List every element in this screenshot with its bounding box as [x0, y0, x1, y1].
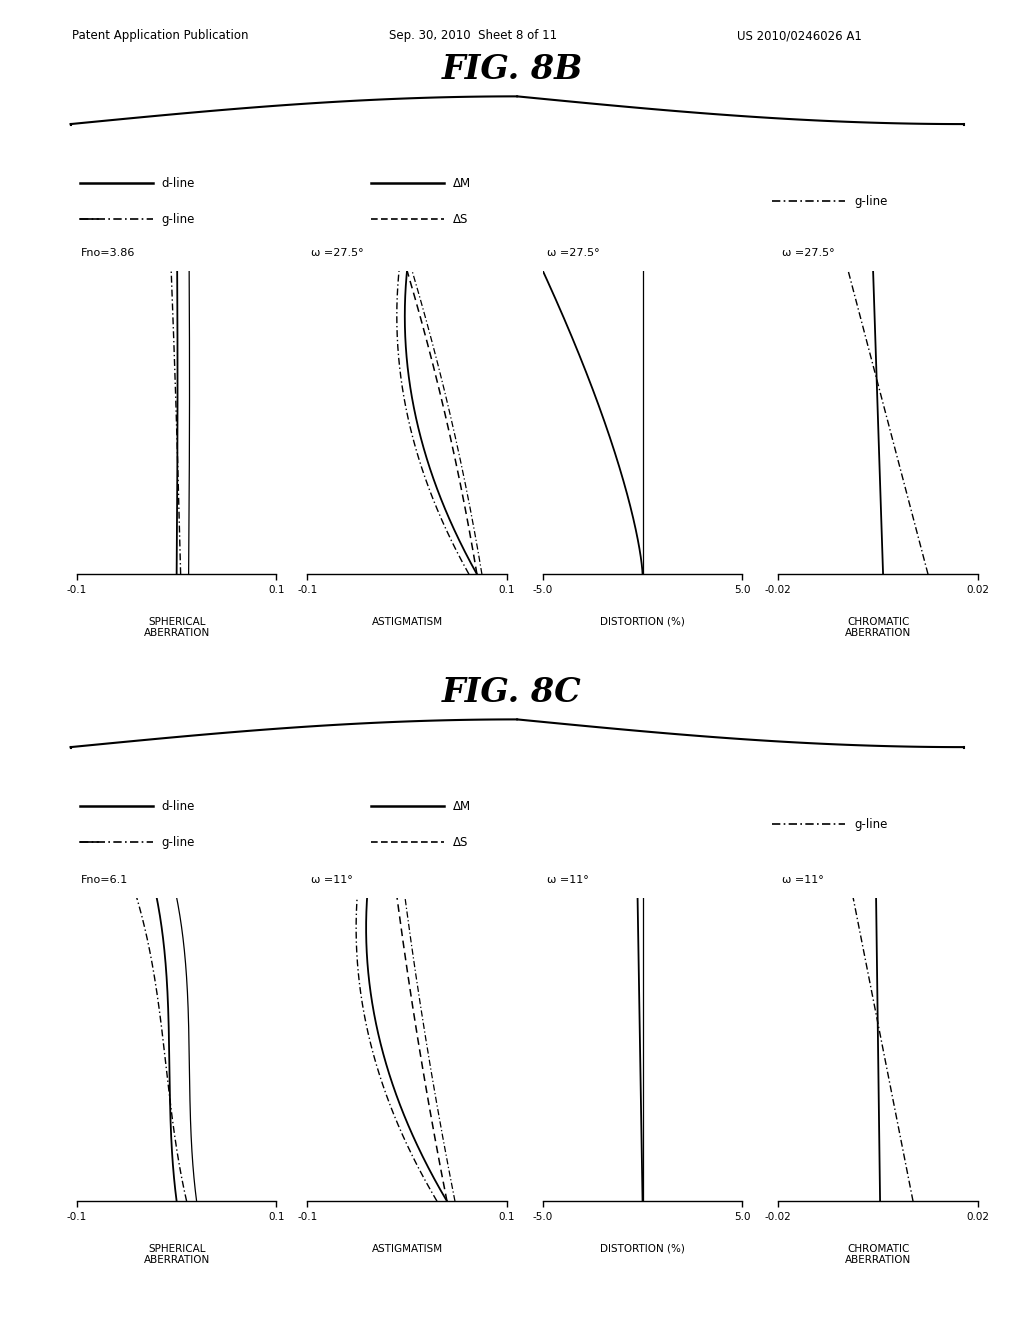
Text: g-line: g-line [854, 195, 888, 207]
Text: g-line: g-line [162, 213, 195, 226]
Text: g-line: g-line [162, 836, 195, 849]
Text: FIG. 8B: FIG. 8B [441, 53, 583, 86]
Text: Fno=3.86: Fno=3.86 [81, 248, 135, 259]
Text: g-line: g-line [854, 818, 888, 830]
Text: ω =11°: ω =11° [782, 875, 824, 886]
Text: DISTORTION (%): DISTORTION (%) [600, 1243, 685, 1254]
Text: CHROMATIC
ABERRATION: CHROMATIC ABERRATION [845, 616, 911, 639]
Text: DISTORTION (%): DISTORTION (%) [600, 616, 685, 627]
Text: FIG. 8C: FIG. 8C [442, 676, 582, 709]
Text: CHROMATIC
ABERRATION: CHROMATIC ABERRATION [845, 1243, 911, 1266]
Text: ω =27.5°: ω =27.5° [782, 248, 835, 259]
Text: SPHERICAL
ABERRATION: SPHERICAL ABERRATION [143, 616, 210, 639]
Text: Patent Application Publication: Patent Application Publication [72, 29, 248, 42]
Text: d-line: d-line [162, 177, 195, 190]
Text: ω =27.5°: ω =27.5° [547, 248, 599, 259]
Text: ΔM: ΔM [454, 177, 471, 190]
Text: ASTIGMATISM: ASTIGMATISM [372, 1243, 442, 1254]
Text: Sep. 30, 2010  Sheet 8 of 11: Sep. 30, 2010 Sheet 8 of 11 [389, 29, 557, 42]
Text: ω =27.5°: ω =27.5° [311, 248, 364, 259]
Text: ω =11°: ω =11° [547, 875, 589, 886]
Text: ΔM: ΔM [454, 800, 471, 813]
Text: US 2010/0246026 A1: US 2010/0246026 A1 [737, 29, 862, 42]
Text: ASTIGMATISM: ASTIGMATISM [372, 616, 442, 627]
Text: SPHERICAL
ABERRATION: SPHERICAL ABERRATION [143, 1243, 210, 1266]
Text: ω =11°: ω =11° [311, 875, 353, 886]
Text: ΔS: ΔS [454, 836, 469, 849]
Text: d-line: d-line [162, 800, 195, 813]
Text: Fno=6.1: Fno=6.1 [81, 875, 128, 886]
Text: ΔS: ΔS [454, 213, 469, 226]
